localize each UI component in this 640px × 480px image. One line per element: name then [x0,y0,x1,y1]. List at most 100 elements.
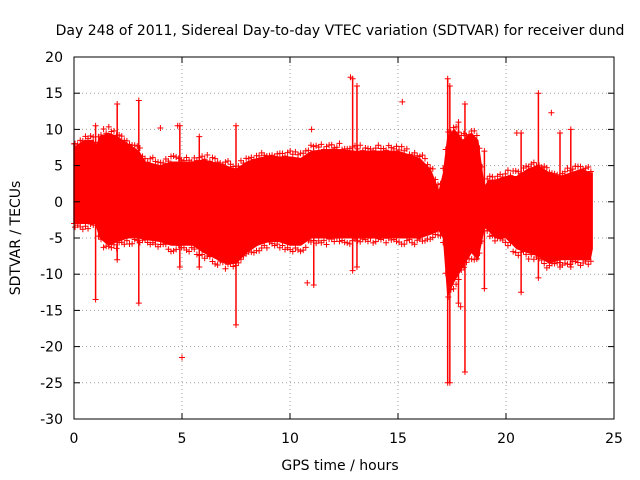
edge-marker [450,285,457,292]
edge-marker [269,152,276,159]
edge-marker [489,232,496,239]
edge-marker [294,246,301,253]
edge-marker [401,241,408,248]
edge-marker [499,173,506,180]
edge-marker [434,181,441,188]
edge-marker [502,239,509,246]
outlier-point [457,303,464,310]
edge-marker [199,251,206,258]
y-tick-label: 0 [54,195,63,211]
edge-marker [587,168,594,175]
edge-marker [222,159,229,166]
edge-marker [100,244,107,251]
edge-marker [489,173,496,180]
spike-marker [557,263,563,270]
outlier-point [304,279,311,286]
y-tick-label: -25 [40,376,63,392]
edge-marker [388,144,395,151]
x-tick-label: 5 [178,431,187,447]
edge-marker [476,250,483,257]
spike-marker [461,101,468,108]
edge-marker [212,260,219,267]
edge-marker [263,244,270,251]
edge-marker [201,156,208,163]
spike-marker [535,274,542,281]
edge-marker [497,171,504,178]
spike-marker [92,122,99,129]
edge-marker [362,144,369,151]
edge-marker [225,158,232,165]
edge-marker [393,143,400,150]
edge-marker [209,154,216,161]
y-tick-label: -15 [40,303,63,319]
edge-marker [396,146,403,153]
edge-marker [471,127,478,134]
edge-marker [274,150,281,157]
edge-marker [473,255,480,262]
edge-marker [199,153,206,160]
edge-marker [152,241,159,248]
edge-marker [473,132,480,139]
edge-marker [219,259,226,266]
edge-marker [123,237,130,244]
edge-marker [214,261,221,268]
edge-marker [206,253,213,260]
edge-marker [561,168,568,175]
edge-marker [320,237,327,244]
edge-marker [110,127,117,134]
edge-marker [271,242,278,249]
edge-marker [282,153,289,160]
spike-marker [567,263,574,270]
edge-marker [131,142,138,149]
edge-marker [300,247,307,254]
edge-marker [551,260,558,267]
edge-marker [336,140,343,147]
edge-marker [214,159,221,166]
spike-marker [353,82,360,89]
edge-marker [406,236,413,243]
edge-marker [152,158,159,165]
edge-marker [357,238,364,245]
edge-marker [105,243,112,250]
edge-marker [372,238,379,245]
outlier-point [513,130,520,137]
spike-marker [557,130,563,137]
edge-marker [147,155,154,162]
edge-marker [512,167,519,174]
edge-marker [217,160,224,167]
edge-marker [105,123,112,130]
edge-marker [538,164,545,171]
edge-marker [180,157,187,164]
edge-marker [160,159,167,166]
edge-marker [359,236,366,243]
edge-marker [422,155,428,162]
edge-marker [523,163,530,170]
edge-marker [173,154,180,161]
edge-marker [574,259,581,266]
edge-marker [188,158,195,165]
edge-marker [279,242,286,249]
edge-marker [419,152,426,159]
edge-marker [468,256,475,263]
edge-marker [287,148,294,155]
edge-marker [222,265,229,272]
spike-marker [176,263,183,270]
y-tick-label: 15 [45,86,63,102]
edge-marker [305,237,312,244]
edge-marker [227,260,234,267]
edge-marker [466,131,473,138]
edge-marker [305,147,312,154]
edge-marker [411,241,418,248]
edge-marker [256,152,263,159]
edge-marker [258,245,265,252]
edge-marker [79,226,86,233]
edge-marker [458,267,465,274]
edge-marker [564,165,571,172]
outlier-point [308,126,315,133]
chart-title: Day 248 of 2011, Sidereal Day-to-day VTE… [56,23,625,39]
edge-marker [302,244,309,251]
edge-marker [289,248,296,255]
edge-marker [460,264,467,271]
spike-marker [114,256,121,263]
spike-marker [461,368,468,375]
